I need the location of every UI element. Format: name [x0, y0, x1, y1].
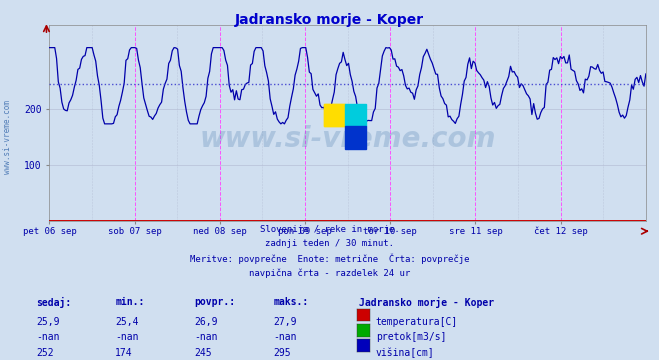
Text: sedaj:: sedaj:: [36, 297, 71, 308]
Text: zadnji teden / 30 minut.: zadnji teden / 30 minut.: [265, 239, 394, 248]
Text: Meritve: povprečne  Enote: metrične  Črta: povprečje: Meritve: povprečne Enote: metrične Črta:…: [190, 254, 469, 264]
Text: Jadransko morje - Koper: Jadransko morje - Koper: [359, 297, 494, 308]
Text: 252: 252: [36, 348, 54, 358]
Text: -nan: -nan: [273, 332, 297, 342]
Bar: [345, 126, 366, 149]
Text: navpična črta - razdelek 24 ur: navpična črta - razdelek 24 ur: [249, 268, 410, 278]
Text: www.si-vreme.com: www.si-vreme.com: [200, 125, 496, 153]
Text: www.si-vreme.com: www.si-vreme.com: [3, 100, 13, 174]
Text: -nan: -nan: [115, 332, 139, 342]
Text: min.:: min.:: [115, 297, 145, 307]
Bar: [345, 104, 366, 126]
Text: Slovenija / reke in morje.: Slovenija / reke in morje.: [260, 225, 399, 234]
Text: -nan: -nan: [36, 332, 60, 342]
Text: pretok[m3/s]: pretok[m3/s]: [376, 332, 446, 342]
Text: 26,9: 26,9: [194, 317, 218, 327]
Text: 295: 295: [273, 348, 291, 358]
Text: maks.:: maks.:: [273, 297, 308, 307]
Text: 245: 245: [194, 348, 212, 358]
Text: -nan: -nan: [194, 332, 218, 342]
Text: povpr.:: povpr.:: [194, 297, 235, 307]
Text: 25,4: 25,4: [115, 317, 139, 327]
Bar: [324, 104, 345, 126]
Text: 25,9: 25,9: [36, 317, 60, 327]
Text: temperatura[C]: temperatura[C]: [376, 317, 458, 327]
Text: višina[cm]: višina[cm]: [376, 348, 434, 358]
Text: 27,9: 27,9: [273, 317, 297, 327]
Text: 174: 174: [115, 348, 133, 358]
Text: Jadransko morje - Koper: Jadransko morje - Koper: [235, 13, 424, 27]
